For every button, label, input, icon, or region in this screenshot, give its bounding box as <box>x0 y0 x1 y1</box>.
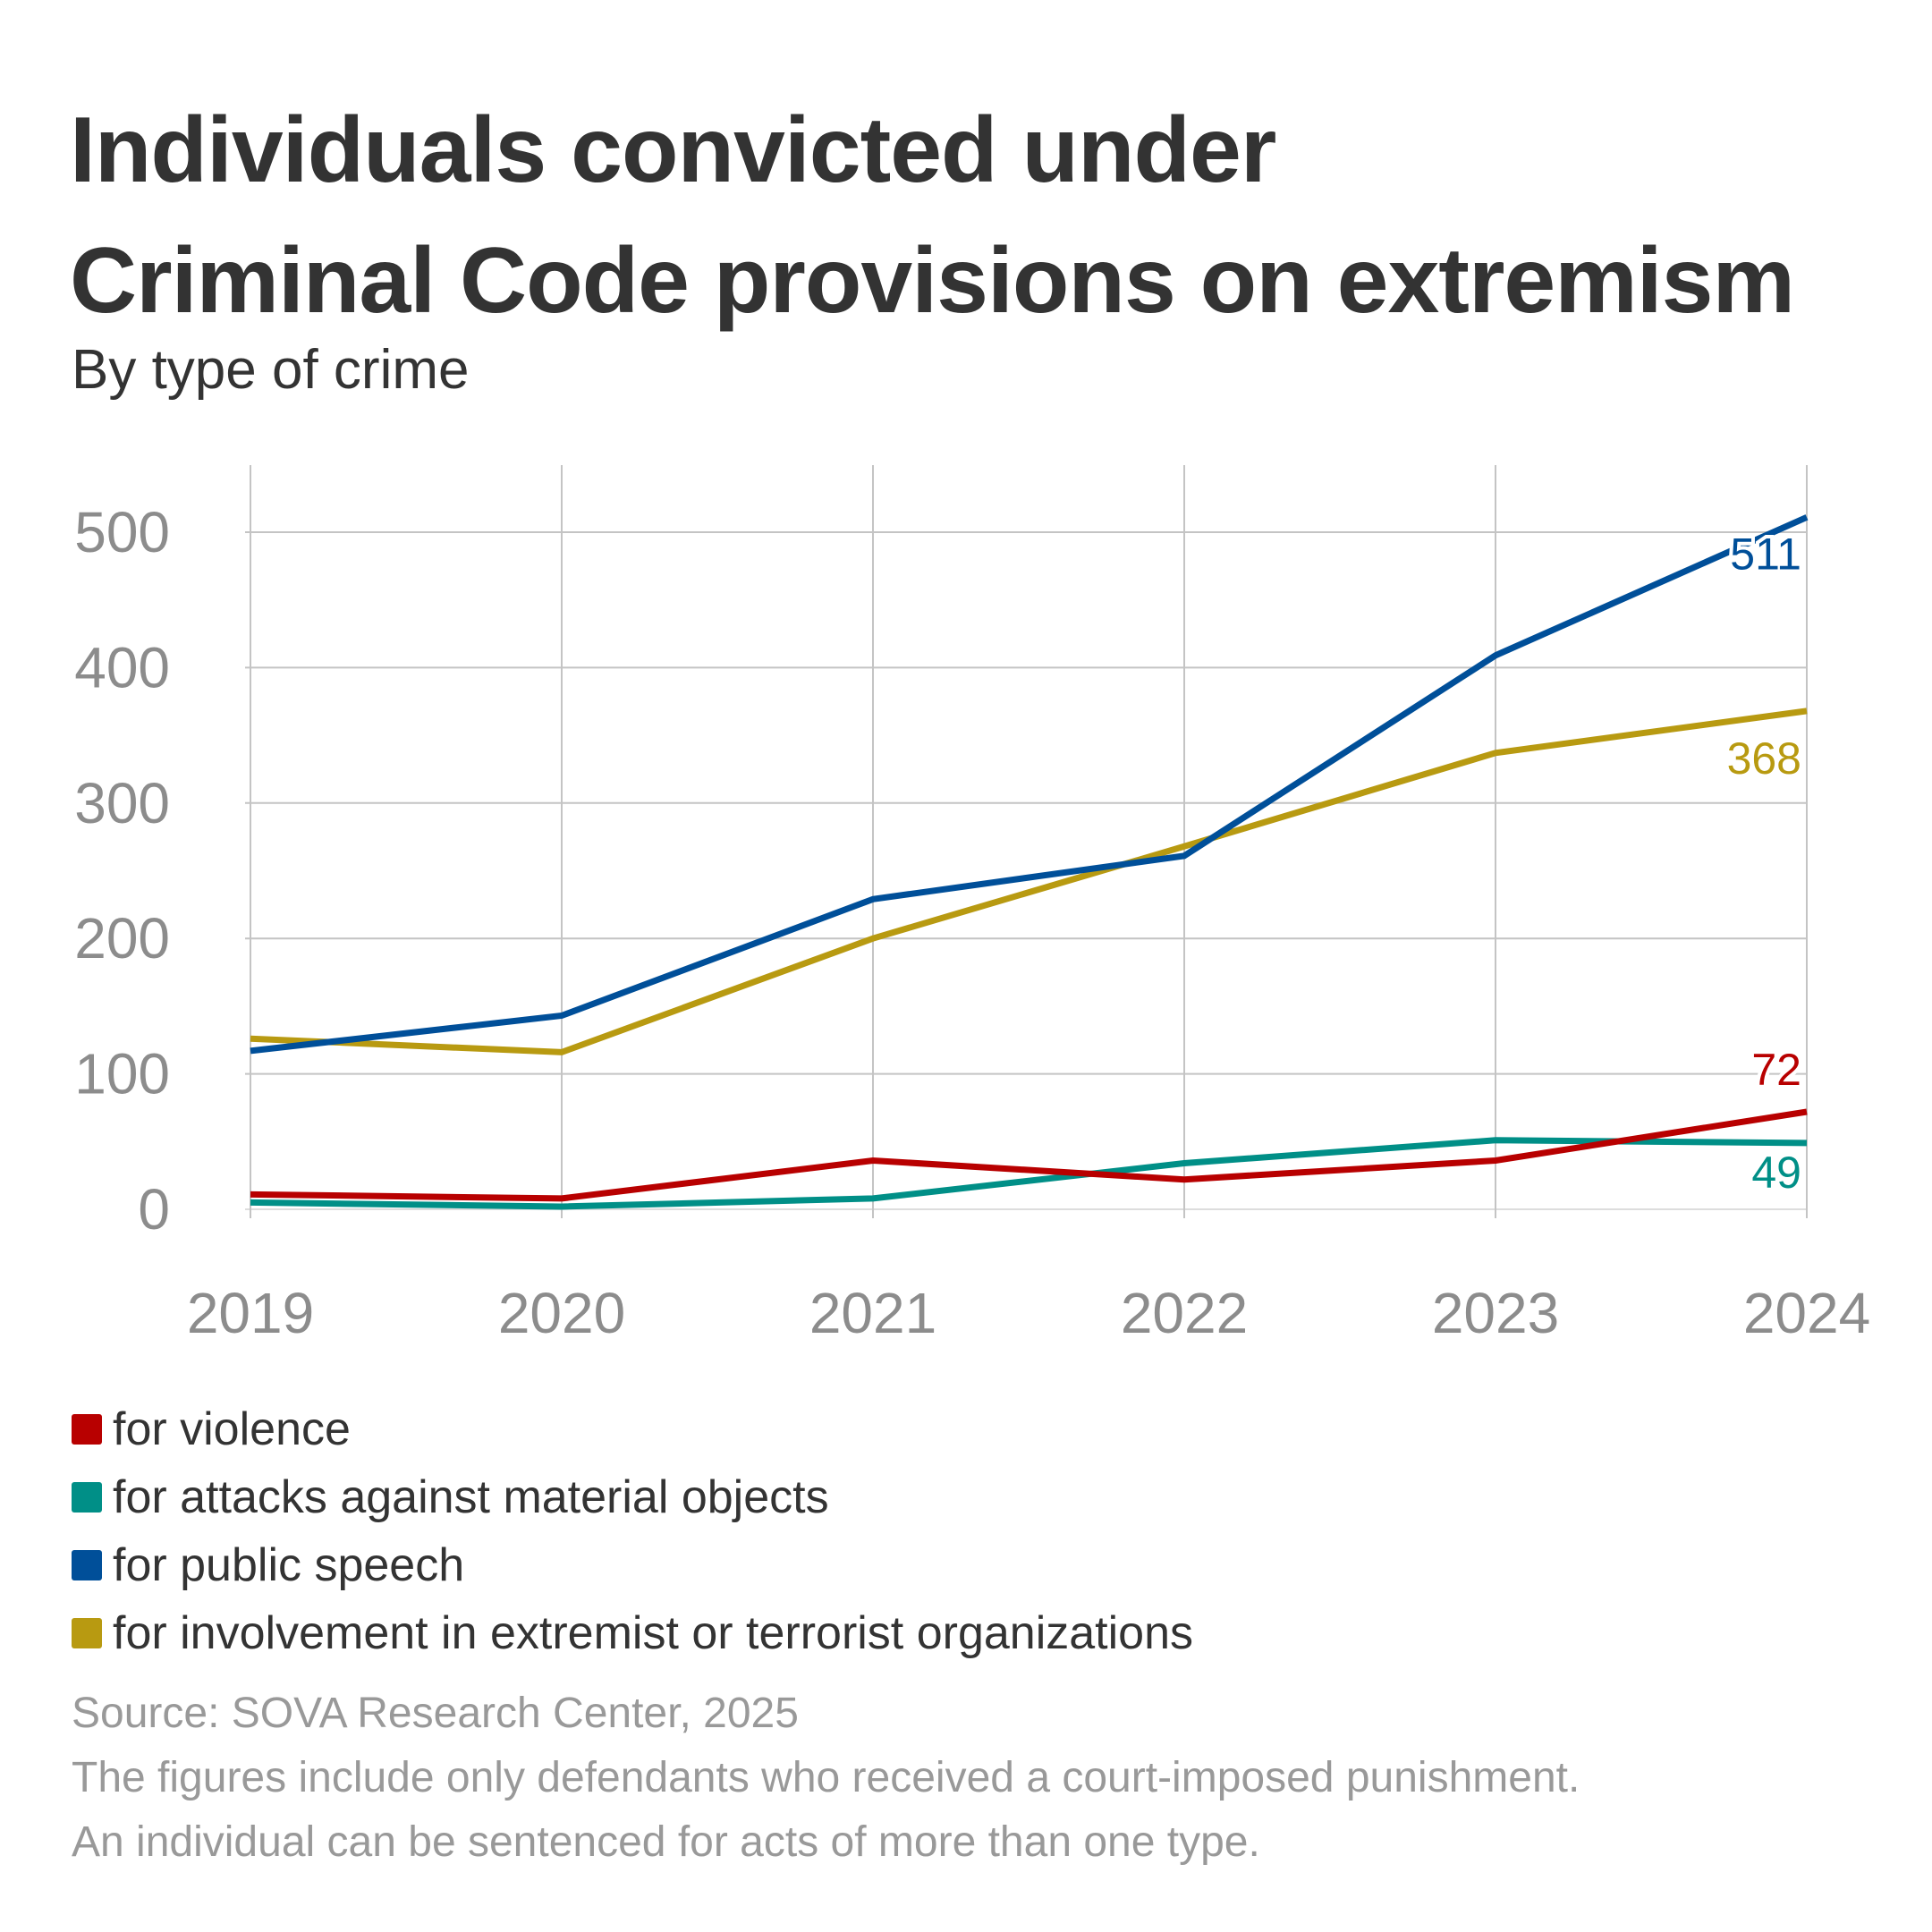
y-axis: 0 100 200 300 400 500 <box>74 500 170 1241</box>
end-labels: 368 511 49 72 <box>1724 525 1805 1200</box>
y-tick-label: 300 <box>74 771 170 835</box>
legend-item-organizations: for involvement in extremist or terroris… <box>72 1599 1193 1667</box>
legend-swatch <box>72 1482 102 1513</box>
legend-label: for attacks against material objects <box>113 1471 829 1523</box>
methodology-note-2: An individual can be sentenced for acts … <box>72 1818 1260 1866</box>
legend-item-violence: for violence <box>72 1395 1193 1463</box>
legend-label: for involvement in extremist or terroris… <box>113 1607 1194 1659</box>
legend-item-attacks: for attacks against material objects <box>72 1463 1193 1531</box>
y-tick-label: 500 <box>74 500 170 564</box>
legend: for violence for attacks against materia… <box>72 1395 1193 1667</box>
line-chart: 0 100 200 300 400 500 2019 2020 2021 2022 2023 202… <box>74 465 1870 1345</box>
legend-label: for violence <box>113 1403 351 1455</box>
x-tick-label: 2019 <box>187 1281 314 1345</box>
series-line-0 <box>250 1108 1808 1202</box>
methodology-note-1: The figures include only defendants who … <box>72 1754 1580 1801</box>
legend-label: for public speech <box>113 1539 465 1591</box>
footer: Source: SOVA Research Center, 2025 The f… <box>72 1682 1580 1875</box>
legend-swatch <box>72 1414 102 1445</box>
x-tick-label: 2021 <box>809 1281 936 1345</box>
end-value-label: 368 <box>1727 733 1801 784</box>
title-line-2: Criminal Code provisions on extremism <box>70 229 1795 333</box>
series-line-2 <box>250 514 1809 1055</box>
x-axis: 2019 2020 2021 2022 2023 2024 <box>187 1281 1870 1345</box>
y-tick-label: 400 <box>74 635 170 699</box>
x-tick-label: 2022 <box>1121 1281 1248 1345</box>
y-tick-label: 100 <box>74 1042 170 1106</box>
series-line-1 <box>250 1137 1808 1210</box>
y-tick-label: 0 <box>138 1177 170 1241</box>
x-tick-label: 2024 <box>1743 1281 1870 1345</box>
end-value-label: 49 <box>1751 1148 1801 1198</box>
x-tick-label: 2020 <box>498 1281 625 1345</box>
chart-title: Individuals convicted under Criminal Cod… <box>70 85 1795 346</box>
y-tick-label: 200 <box>74 906 170 970</box>
legend-item-public-speech: for public speech <box>72 1531 1193 1599</box>
end-value-label: 72 <box>1751 1045 1801 1095</box>
chart-subtitle: By type of crime <box>72 339 470 401</box>
end-value-label: 511 <box>1730 529 1801 579</box>
source-note: Source: SOVA Research Center, 2025 <box>72 1690 799 1737</box>
legend-swatch <box>72 1618 102 1648</box>
title-line-1: Individuals convicted under <box>70 98 1276 202</box>
grid <box>245 465 1808 1218</box>
series-line-3 <box>250 708 1808 1055</box>
x-tick-label: 2023 <box>1432 1281 1559 1345</box>
series-lines <box>250 514 1809 1210</box>
legend-swatch <box>72 1550 102 1580</box>
